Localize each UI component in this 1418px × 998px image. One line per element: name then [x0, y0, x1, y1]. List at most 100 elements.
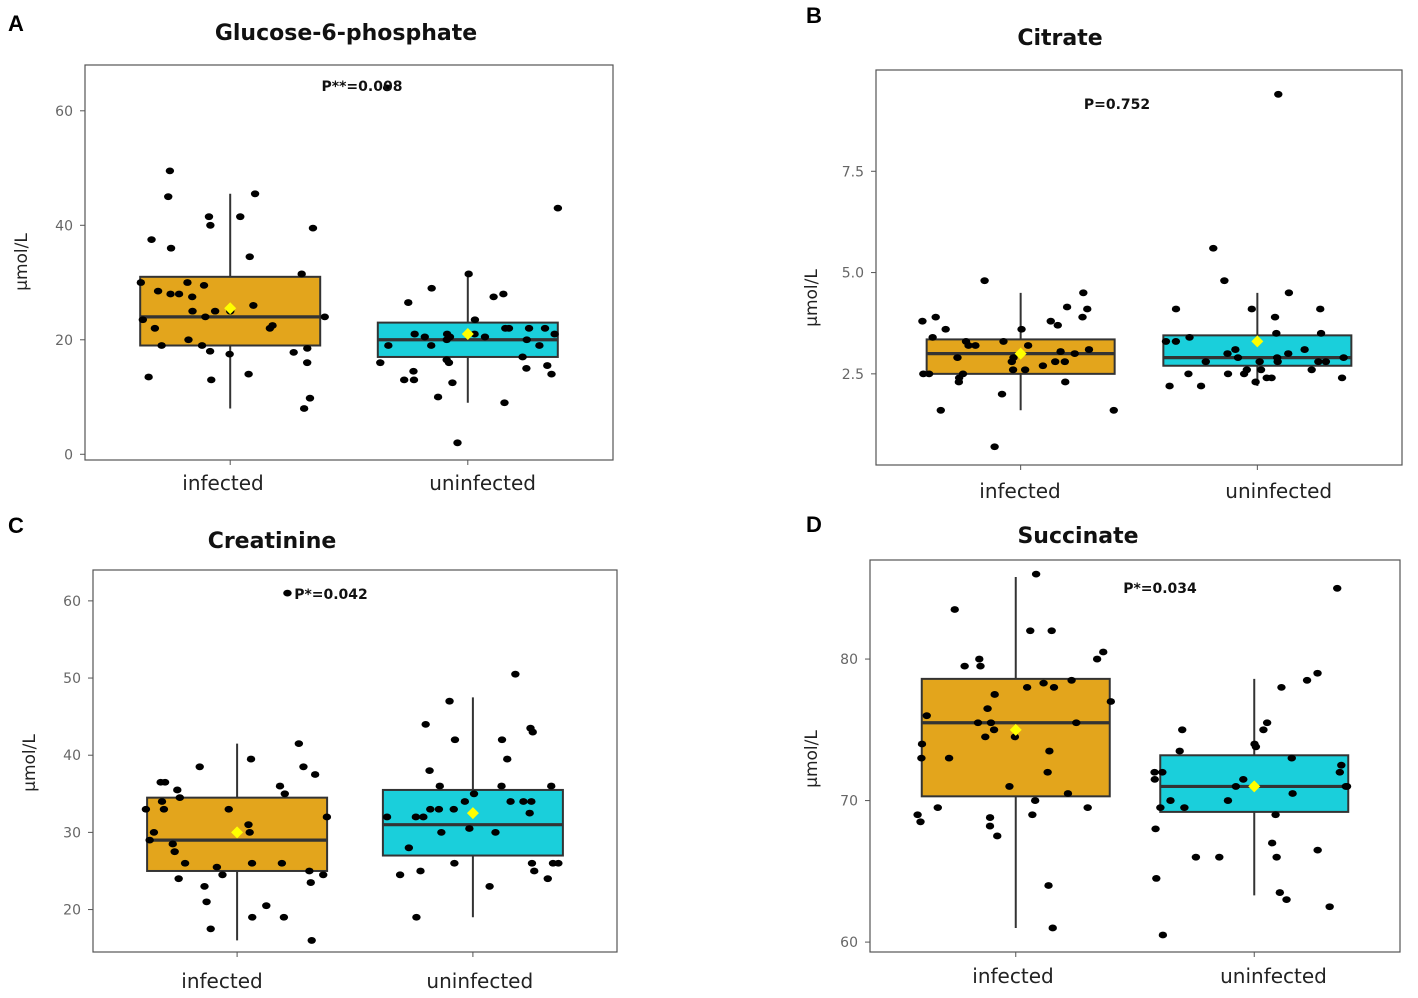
data-point: [1017, 325, 1026, 333]
data-point: [170, 848, 179, 856]
data-point: [224, 805, 233, 813]
data-point: [1092, 655, 1102, 663]
data-point: [1047, 627, 1056, 635]
data-point: [166, 290, 175, 298]
data-point: [247, 859, 257, 867]
data-point: [527, 798, 536, 805]
panel-d: D Succinate μmol/L 60 70 80 infected uninfected…: [802, 512, 1401, 988]
y-axis-label: μmol/L: [802, 730, 822, 788]
chart-title: Creatinine: [208, 529, 337, 554]
data-point: [1005, 783, 1014, 790]
data-point: [1106, 698, 1116, 705]
data-point: [149, 828, 159, 836]
data-point: [980, 277, 989, 285]
data-point: [1325, 903, 1334, 911]
data-point: [411, 813, 421, 821]
data-point: [322, 813, 332, 821]
data-point: [985, 822, 995, 830]
y-tick-label: 5.0: [842, 266, 864, 282]
data-point: [1158, 931, 1168, 939]
data-point: [1272, 354, 1282, 362]
data-point: [1165, 382, 1174, 390]
y-tick-label: 30: [63, 825, 81, 841]
data-point: [1152, 875, 1161, 882]
data-point: [540, 324, 550, 332]
data-point: [382, 813, 392, 821]
data-point: [1070, 350, 1079, 357]
y-tick-label: 20: [55, 333, 73, 349]
data-point: [1039, 679, 1048, 687]
data-point: [206, 925, 215, 933]
data-point: [207, 376, 216, 384]
data-point: [147, 236, 156, 244]
data-point: [941, 325, 950, 333]
data-point: [1067, 676, 1076, 684]
data-point: [1314, 358, 1323, 366]
data-point: [245, 253, 254, 261]
data-point: [168, 840, 177, 848]
y-tick-label: 60: [840, 935, 858, 951]
plot-frame: [875, 69, 1403, 466]
data-point: [218, 871, 227, 879]
data-point: [489, 293, 498, 301]
data-point: [1201, 358, 1210, 366]
data-point: [1250, 740, 1259, 748]
data-point: [236, 213, 245, 221]
data-point: [1048, 924, 1057, 932]
y-tick-label: 50: [63, 671, 81, 687]
data-point: [986, 719, 996, 727]
data-point: [1061, 378, 1070, 386]
data-point: [376, 359, 385, 367]
data-point: [1062, 303, 1072, 311]
data-point: [511, 670, 520, 678]
data-point: [917, 754, 926, 762]
data-point: [503, 755, 512, 763]
y-tick-label: 7.5: [842, 164, 864, 180]
data-point: [981, 733, 990, 741]
y-axis-label: μmol/L: [12, 233, 32, 291]
data-point: [1333, 584, 1342, 592]
data-point: [157, 342, 166, 349]
p-value: P*=0.034: [1123, 581, 1197, 597]
data-point: [199, 281, 209, 289]
data-point: [525, 809, 534, 817]
data-point: [206, 221, 215, 229]
data-point: [164, 193, 173, 201]
data-point: [1151, 825, 1160, 833]
y-tick-label: 0: [64, 447, 73, 463]
x-tick-label: infected: [181, 969, 262, 993]
data-point: [297, 270, 306, 278]
data-point: [157, 798, 167, 805]
data-point: [1158, 768, 1167, 776]
data-point: [500, 399, 509, 407]
data-point: [924, 370, 934, 378]
y-tick-label: 40: [63, 748, 81, 764]
data-point: [470, 316, 480, 324]
data-point: [985, 814, 995, 821]
data-point: [506, 798, 515, 805]
data-point: [1313, 846, 1322, 854]
data-point: [409, 367, 418, 375]
data-point: [145, 836, 154, 844]
data-point: [1109, 406, 1118, 414]
data-point: [404, 299, 413, 306]
data-point: [1316, 329, 1326, 337]
data-point: [547, 370, 556, 378]
data-point: [1337, 374, 1347, 382]
data-point: [519, 798, 528, 805]
data-point: [971, 342, 980, 349]
data-point: [1196, 382, 1206, 390]
y-axis-label: μmol/L: [802, 269, 822, 327]
data-point: [1300, 346, 1309, 353]
data-point: [554, 859, 563, 867]
data-point: [1223, 350, 1232, 357]
data-point: [244, 821, 253, 829]
data-point: [526, 724, 535, 732]
data-point: [950, 606, 959, 613]
data-point: [419, 813, 428, 821]
data-point: [320, 313, 329, 321]
x-tick-label: infected: [979, 479, 1060, 503]
mean-marker: [231, 826, 244, 839]
data-point: [1231, 346, 1240, 353]
data-point: [1022, 683, 1032, 691]
